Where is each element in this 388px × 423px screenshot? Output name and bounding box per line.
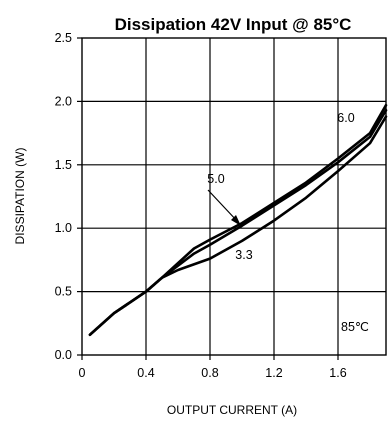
x-tick-label: 0.8 xyxy=(201,366,218,380)
series-label-6-0: 6.0 xyxy=(337,111,354,125)
tick-labels: 0 0.4 0.8 1.2 1.6 0.0 0.5 1.0 1.5 2.0 2.5 xyxy=(55,31,347,380)
label-5-0-arrow xyxy=(207,189,241,226)
chart-title: Dissipation 42V Input @ 85°C xyxy=(115,15,352,34)
y-axis-label: DISSIPATION (W) xyxy=(13,148,27,245)
y-tick-label: 2.0 xyxy=(55,94,72,108)
x-tick-label: 0 xyxy=(79,366,86,380)
x-tick-label: 1.6 xyxy=(329,366,346,380)
plot-frame xyxy=(81,37,387,356)
series-line-3-3 xyxy=(88,115,388,337)
x-tick-label: 1.2 xyxy=(265,366,282,380)
y-tick-label: 2.5 xyxy=(55,31,72,45)
temperature-label: 85℃ xyxy=(341,320,369,334)
grid-lines xyxy=(82,38,386,355)
axes xyxy=(77,37,387,360)
y-tick-label: 1.0 xyxy=(55,221,72,235)
x-axis-label: OUTPUT CURRENT (A) xyxy=(167,403,297,417)
y-tick-label: 1.5 xyxy=(55,158,72,172)
x-tick-label: 0.4 xyxy=(137,366,154,380)
series-lines xyxy=(88,103,388,337)
series-label-5-0: 5.0 xyxy=(207,172,224,186)
y-tick-label: 0.5 xyxy=(55,285,72,299)
y-tick-label: 0.0 xyxy=(55,348,72,362)
series-label-3-3: 3.3 xyxy=(235,248,252,262)
